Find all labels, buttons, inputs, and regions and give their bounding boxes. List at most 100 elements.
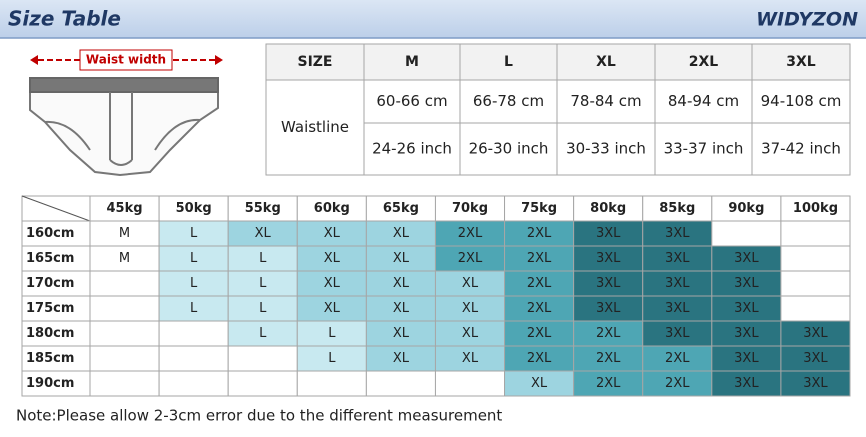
fit-size: 2XL [527, 351, 552, 366]
height-header: 185cm [26, 351, 74, 366]
fit-size: L [259, 251, 267, 266]
weight-header: 75kg [521, 201, 557, 216]
fit-cell [780, 245, 851, 272]
fit-cell [642, 245, 713, 272]
fit-cell [89, 220, 160, 247]
fit-cell [780, 345, 851, 372]
note: Note:Please allow 2-3cm error due to the… [16, 407, 502, 425]
fit-cell [434, 270, 506, 297]
size-header: 2XL [689, 54, 719, 70]
fit-cell [573, 220, 644, 247]
fit-cell [296, 370, 367, 397]
fit-cell [89, 345, 160, 372]
fit-cell [780, 320, 851, 347]
fit-cell [227, 270, 298, 297]
weight-header-cell [573, 195, 644, 222]
fit-size: L [328, 351, 336, 366]
fit-size: L [259, 276, 267, 291]
fit-size: XL [531, 376, 548, 391]
fit-size: L [190, 251, 198, 266]
fit-cell [711, 220, 782, 247]
fit-size: M [119, 251, 130, 266]
fit-cell [780, 220, 851, 247]
briefs-diagram [29, 77, 219, 177]
fit-size: 3XL [734, 301, 759, 316]
fit-size: XL [462, 301, 479, 316]
row-label: Waistline [281, 118, 349, 136]
fit-size: 3XL [803, 376, 828, 391]
size-header: SIZE [297, 54, 332, 70]
fit-size: 3XL [803, 326, 828, 341]
fit-size: 3XL [665, 276, 690, 291]
size-cell [654, 122, 753, 176]
fit-size: 3XL [596, 251, 621, 266]
size-value: 84-94 cm [668, 92, 739, 110]
fit-size: 3XL [803, 351, 828, 366]
fit-size: XL [462, 351, 479, 366]
fit-size: XL [324, 251, 341, 266]
fit-size: L [259, 301, 267, 316]
fit-size: XL [393, 301, 410, 316]
fit-cell [89, 320, 160, 347]
size-value: 94-108 cm [761, 92, 842, 110]
height-header: 175cm [26, 301, 74, 316]
fit-size: 3XL [665, 326, 690, 341]
height-header-cell [21, 220, 91, 247]
fit-cell [227, 345, 298, 372]
fit-size: XL [324, 301, 341, 316]
fit-size: M [119, 226, 130, 241]
size-cell [751, 79, 851, 124]
fit-size: 2XL [527, 226, 552, 241]
row-label-cell [265, 79, 365, 176]
fit-size: 2XL [458, 251, 483, 266]
fit-cell [365, 245, 436, 272]
fit-size: 2XL [527, 326, 552, 341]
fit-size: 3XL [734, 326, 759, 341]
size-value: 78-84 cm [570, 92, 641, 110]
fit-cell [504, 320, 575, 347]
height-header: 190cm [26, 376, 74, 391]
title: Size Table [8, 7, 121, 31]
weight-header: 85kg [659, 201, 695, 216]
fit-size: 3XL [734, 276, 759, 291]
fit-size: 2XL [665, 376, 690, 391]
weight-header: 55kg [245, 201, 281, 216]
fit-size: L [259, 326, 267, 341]
weight-header-cell [504, 195, 575, 222]
size-header: L [504, 54, 513, 70]
fit-cell [296, 270, 367, 297]
fit-cell [434, 295, 506, 322]
fit-cell [573, 345, 644, 372]
height-header: 160cm [26, 226, 74, 241]
height-header-cell [21, 370, 91, 397]
header-bar [0, 0, 866, 38]
fit-size: 3XL [734, 351, 759, 366]
fit-cell [296, 345, 367, 372]
fit-cell [504, 245, 575, 272]
fit-cell [711, 320, 782, 347]
size-cell [459, 122, 558, 176]
size-cell [363, 79, 461, 124]
fit-size: L [190, 226, 198, 241]
fit-cell [642, 370, 713, 397]
fit-cell [227, 320, 298, 347]
fit-size: 3XL [596, 226, 621, 241]
weight-header-cell [227, 195, 298, 222]
fit-cell [158, 320, 229, 347]
fit-cell [365, 270, 436, 297]
weight-header: 100kg [793, 201, 838, 216]
fit-size: 2XL [527, 251, 552, 266]
fit-cell [89, 270, 160, 297]
fit-cell [504, 345, 575, 372]
fit-size: XL [462, 276, 479, 291]
fit-size: XL [393, 251, 410, 266]
fit-cell [365, 295, 436, 322]
size-value: 37-42 inch [761, 140, 841, 158]
fit-cell [296, 320, 367, 347]
height-header-cell [21, 345, 91, 372]
fit-cell [158, 270, 229, 297]
weight-header: 50kg [176, 201, 212, 216]
size-cell [459, 79, 558, 124]
height-header: 170cm [26, 276, 74, 291]
fit-size: 3XL [734, 251, 759, 266]
